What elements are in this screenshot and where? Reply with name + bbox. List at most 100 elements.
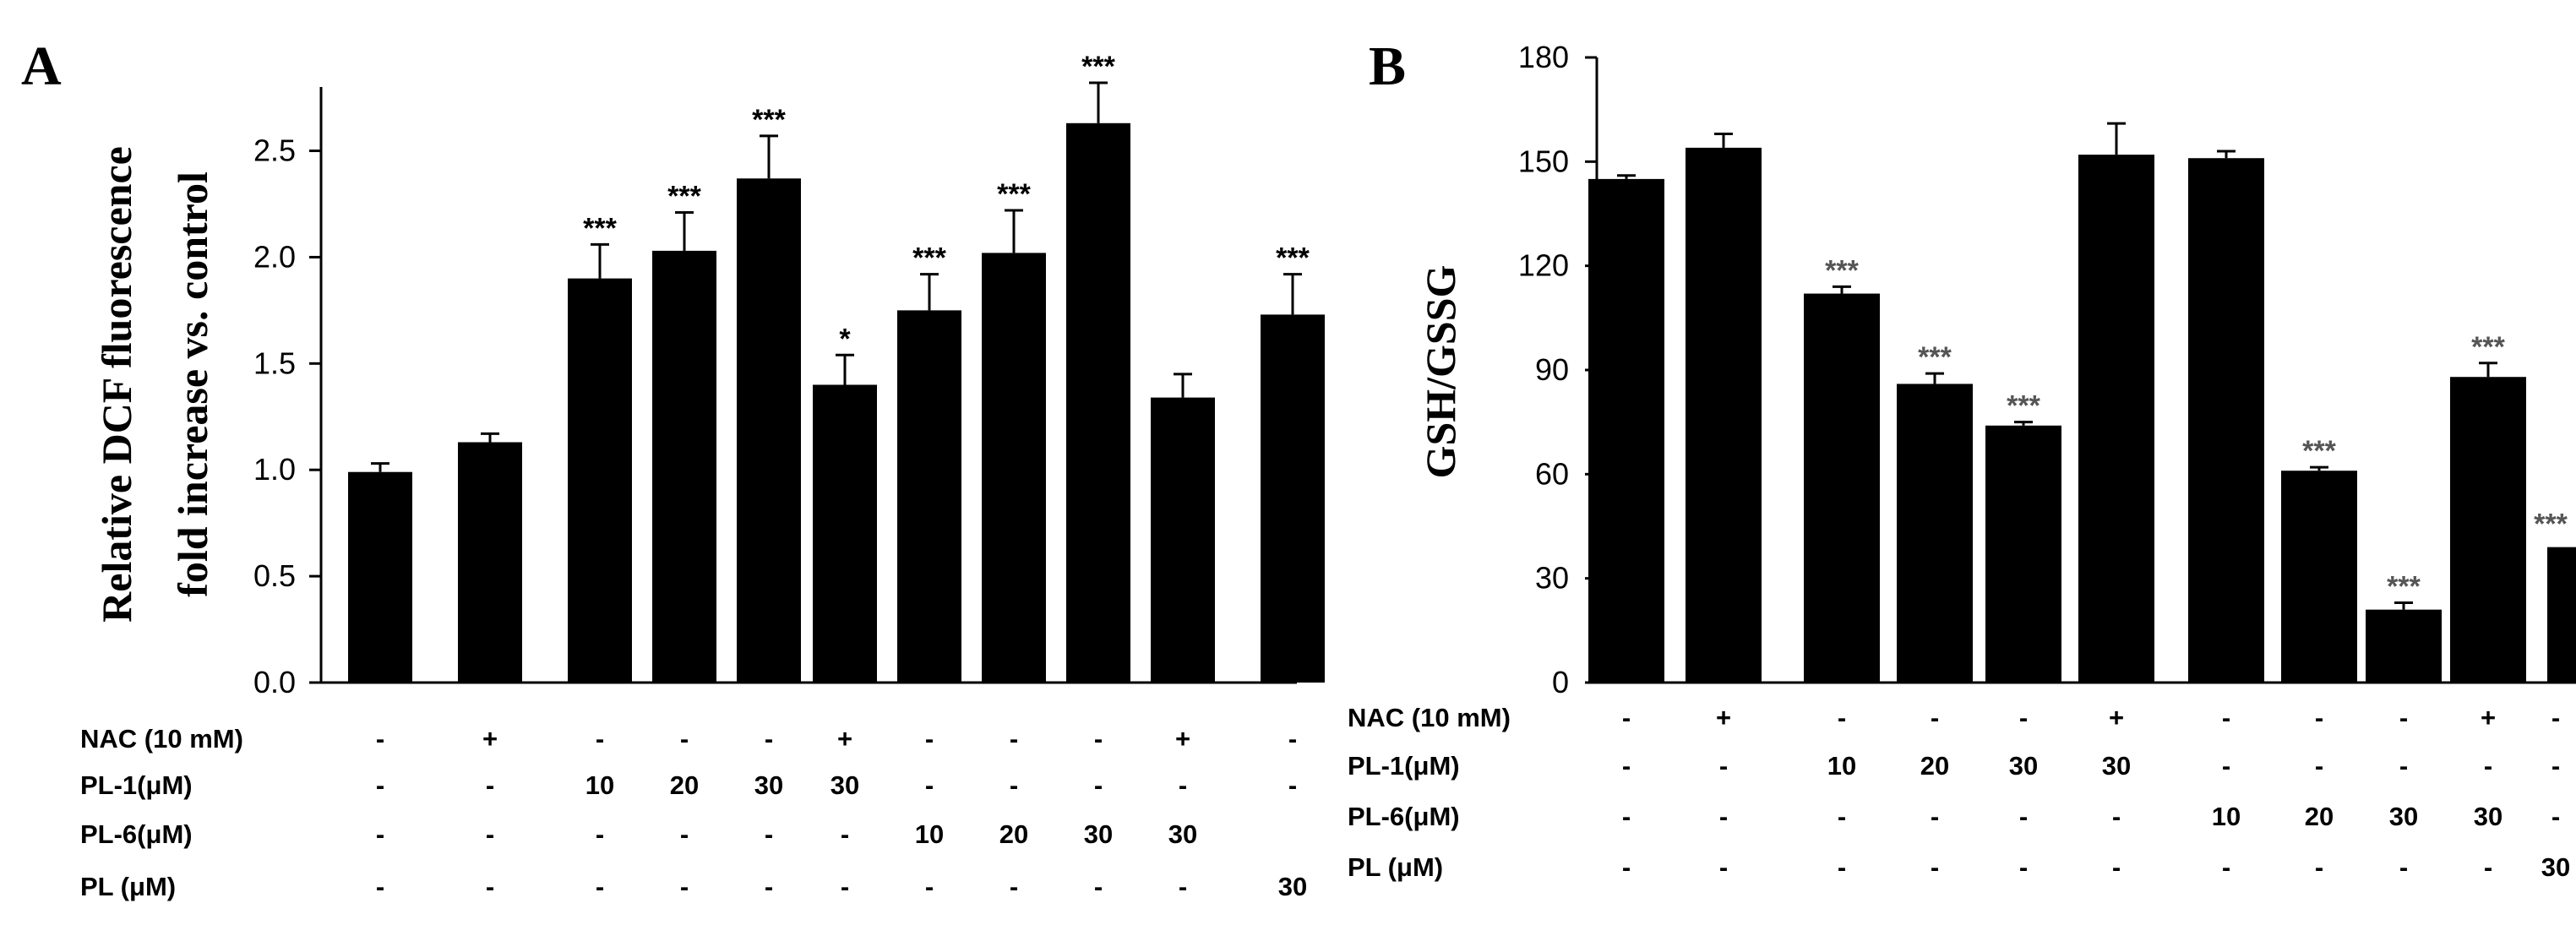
panel-b-condition-cell: -: [1838, 703, 1846, 732]
panel-b-condition-cell: -: [1838, 852, 1846, 882]
panel-a-condition-cell: -: [596, 724, 604, 754]
panel-b-condition-cell: 20: [1920, 751, 1949, 781]
panel-a-condition-cell: -: [486, 770, 494, 800]
panel-b-condition-cell: -: [1622, 802, 1631, 831]
panel-a-condition-cell: -: [925, 872, 934, 901]
panel-a-condition-cell: 30: [1278, 872, 1307, 901]
panel-a-y-tick-label: 2.5: [253, 133, 296, 168]
panel-b-bar: [2366, 609, 2442, 683]
panel-a-condition-cell: -: [680, 872, 689, 901]
panel-b-condition-cell: -: [2222, 703, 2230, 732]
panel-b-condition-cell: -: [2222, 852, 2230, 882]
panel-a-condition-cell: -: [1094, 724, 1103, 754]
panel-a-bar: [737, 178, 801, 683]
panel-a-y-tick-label: 0.5: [253, 558, 296, 593]
panel-a-significance-label: ***: [1276, 242, 1310, 275]
panel-b-condition-cell: 30: [2102, 751, 2131, 781]
panel-a-condition-cell: -: [486, 819, 494, 849]
panel-b-y-tick-label: 60: [1535, 456, 1569, 491]
panel-b-bar: [1588, 178, 1664, 683]
panel-b-significance-label: ***: [2534, 508, 2568, 540]
panel-b-condition-cell: -: [2399, 751, 2408, 781]
panel-b-bar: [1897, 384, 1973, 683]
panel-b-condition-cell: 10: [1827, 751, 1856, 781]
panel-b-condition-label: NAC (10 mM): [1348, 703, 1511, 732]
panel-a-condition-cell: 30: [831, 770, 859, 800]
panel-b-condition-cell: -: [2112, 802, 2121, 831]
panel-a-bar: [1066, 122, 1130, 683]
panel-b-significance-label: ***: [1825, 254, 1859, 286]
panel-a-condition-cell: -: [925, 770, 934, 800]
panel-a-condition-cell: -: [1179, 770, 1187, 800]
panel-a-condition-cell: -: [925, 724, 934, 754]
panel-b-condition-cell: 20: [2305, 802, 2334, 831]
panel-b-condition-cell: -: [1719, 751, 1728, 781]
panel-a-condition-cell: -: [376, 819, 384, 849]
panel-b-significance-label: ***: [2302, 435, 2336, 467]
panel-a-condition-cell: -: [596, 872, 604, 901]
panel-a-condition-cell: -: [680, 724, 689, 754]
panel-b-condition-cell: -: [1931, 802, 1939, 831]
panel-a-significance-label: *: [839, 323, 851, 355]
panel-b-y-tick-label: 150: [1518, 144, 1569, 178]
panel-b-y-tick-label: 30: [1535, 561, 1569, 596]
panel-a-bar: [1151, 397, 1215, 683]
panel-b-condition-cell: 30: [2389, 802, 2418, 831]
panel-b-condition-cell: -: [2019, 703, 2028, 732]
panel-a-bar: [458, 442, 522, 683]
panel-b-condition-cell: -: [1719, 852, 1728, 882]
panel-a-y-tick-label: 1.0: [253, 452, 296, 487]
panel-a-condition-cell: 10: [915, 819, 944, 849]
panel-a-condition-label: NAC (10 mM): [80, 724, 243, 754]
panel-a-condition-cell: -: [1010, 770, 1018, 800]
panel-b-condition-cell: -: [1838, 802, 1846, 831]
panel-a-significance-label: ***: [912, 242, 946, 275]
panel-b-condition-cell: 30: [2009, 751, 2038, 781]
panel-a-condition-cell: -: [376, 724, 384, 754]
panel-b-significance-label: ***: [2007, 390, 2040, 422]
panel-b-condition-cell: -: [2315, 852, 2323, 882]
panel-a-condition-cell: -: [765, 872, 773, 901]
panel-a-significance-label: ***: [583, 212, 617, 244]
panel-b-condition-cell: -: [2551, 703, 2560, 732]
panel-b-condition-label: PL (μM): [1348, 852, 1443, 882]
panel-b-condition-cell: -: [2222, 751, 2230, 781]
panel-b-condition-cell: -: [2399, 703, 2408, 732]
panel-b-condition-cell: 10: [2212, 802, 2241, 831]
panel-b-condition-cell: -: [1931, 703, 1939, 732]
panel-a-significance-label: ***: [667, 181, 701, 213]
panel-a-y-tick-label: 0.0: [253, 665, 296, 699]
panel-b-condition-cell: -: [2399, 852, 2408, 882]
panel-b-condition-cell: -: [2315, 703, 2323, 732]
panel-a-bar: [1261, 314, 1325, 683]
panel-a-condition-cell: -: [376, 770, 384, 800]
panel-a-bar: [568, 278, 632, 683]
panel-a-condition-cell: 30: [754, 770, 783, 800]
panel-b-condition-cell: -: [2112, 852, 2121, 882]
panel-a-condition-cell: -: [1288, 770, 1297, 800]
panel-a-bar: [652, 250, 716, 683]
panel-b-bar: [2450, 377, 2526, 683]
panel-a-condition-cell: -: [1094, 770, 1103, 800]
panel-b-y-tick-label: 90: [1535, 352, 1569, 387]
panel-a-bar: [813, 384, 877, 683]
panel-a-condition-cell: 10: [585, 770, 614, 800]
panel-b-condition-cell: -: [2551, 751, 2560, 781]
panel-a-condition-cell: -: [765, 724, 773, 754]
panel-b-bar: [1804, 293, 1880, 683]
panel-a-condition-cell: -: [841, 819, 849, 849]
panel-b-y-tick-label: 180: [1518, 40, 1569, 74]
panel-a-condition-cell: -: [376, 872, 384, 901]
panel-b-condition-cell: 30: [2541, 852, 2570, 882]
panel-b-condition-cell: -: [2019, 852, 2028, 882]
panel-b-condition-cell: -: [2019, 802, 2028, 831]
panel-a-condition-cell: +: [482, 724, 498, 754]
panel-b-condition-label: PL-1(μM): [1348, 751, 1460, 781]
panel-b-condition-cell: -: [1622, 751, 1631, 781]
panel-a-condition-cell: 20: [670, 770, 699, 800]
panel-b-y-tick-label: 0: [1552, 665, 1569, 699]
panel-a-y-axis-label: Relative DCF fluorescence: [93, 146, 140, 623]
panel-a-condition-cell: 20: [999, 819, 1028, 849]
panel-b-condition-cell: -: [1719, 802, 1728, 831]
